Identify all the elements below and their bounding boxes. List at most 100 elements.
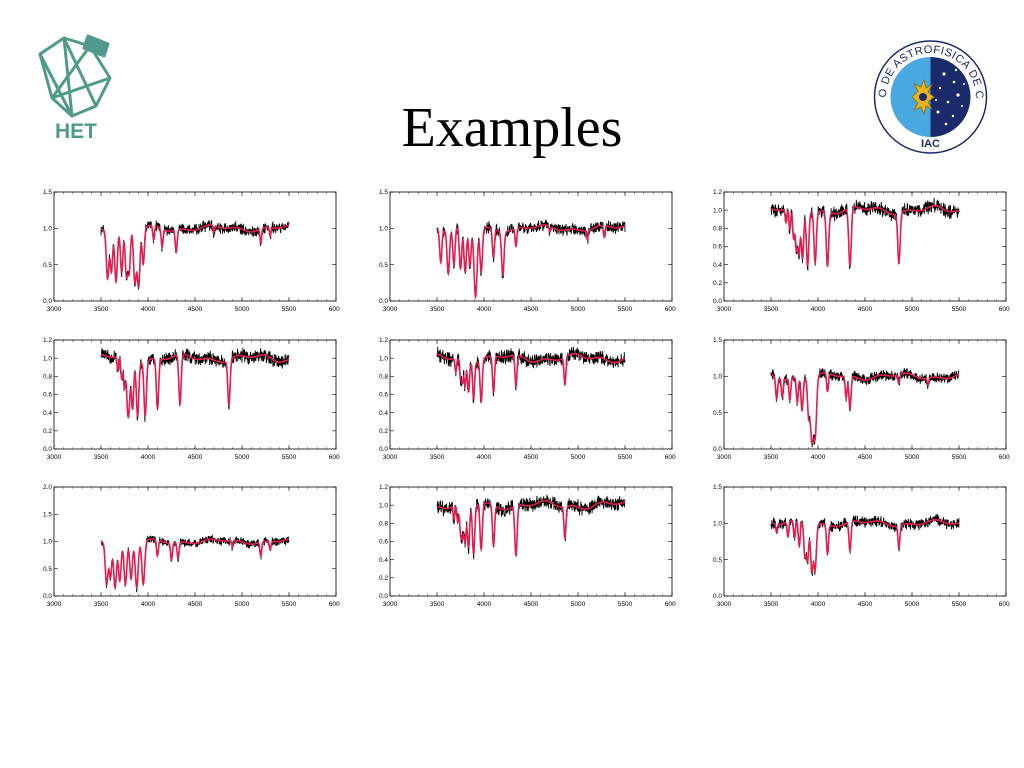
y-tick-label: 0.8 bbox=[43, 374, 52, 381]
model-spectrum-line bbox=[100, 538, 290, 591]
x-tick-label: 5500 bbox=[952, 454, 967, 461]
model-spectrum-line bbox=[101, 353, 290, 420]
y-tick-label: 0.0 bbox=[379, 593, 388, 600]
x-tick-label: 3500 bbox=[764, 601, 779, 608]
x-tick-label: 4000 bbox=[477, 601, 492, 608]
y-tick-label: 0.0 bbox=[713, 446, 722, 453]
x-tick-label: 4000 bbox=[141, 454, 156, 461]
x-tick-label: 4500 bbox=[858, 454, 873, 461]
x-tick-label: 5000 bbox=[571, 306, 586, 313]
observed-spectrum-line bbox=[770, 197, 960, 271]
y-tick-label: 0.2 bbox=[379, 575, 388, 582]
x-tick-label: 4000 bbox=[811, 601, 826, 608]
x-tick-label: 5500 bbox=[952, 306, 967, 313]
x-tick-label: 3000 bbox=[717, 306, 732, 313]
x-tick-label: 4000 bbox=[141, 601, 156, 608]
x-tick-label: 3000 bbox=[717, 601, 732, 608]
x-tick-label: 4000 bbox=[477, 454, 492, 461]
y-tick-label: 0.4 bbox=[713, 262, 722, 269]
x-tick-label: 4500 bbox=[188, 454, 203, 461]
x-tick-label: 4000 bbox=[141, 306, 156, 313]
x-tick-label: 4500 bbox=[524, 601, 539, 608]
x-tick-label: 3500 bbox=[430, 601, 445, 608]
model-spectrum-line bbox=[771, 518, 959, 574]
plot-frame bbox=[389, 339, 673, 450]
y-tick-label: 1.0 bbox=[379, 502, 388, 509]
y-tick-label: 1.2 bbox=[379, 484, 388, 491]
y-tick-label: 0.2 bbox=[379, 428, 388, 435]
y-tick-label: 1.0 bbox=[43, 355, 52, 362]
model-spectrum-line bbox=[770, 372, 960, 446]
y-tick-label: 0.5 bbox=[713, 410, 722, 417]
y-tick-label: 1.2 bbox=[43, 337, 52, 344]
x-tick-label: 5000 bbox=[905, 601, 920, 608]
y-tick-label: 1.5 bbox=[379, 189, 388, 196]
y-tick-label: 0.0 bbox=[43, 298, 52, 305]
model-spectrum-line bbox=[771, 204, 959, 268]
het-telescope-icon bbox=[38, 34, 112, 118]
model-spectrum-line bbox=[436, 499, 626, 556]
y-tick-label: 1.2 bbox=[379, 337, 388, 344]
y-tick-label: 0.0 bbox=[43, 446, 52, 453]
slide-title: Examples bbox=[401, 97, 623, 159]
model-spectrum-line bbox=[436, 224, 625, 300]
x-tick-label: 5500 bbox=[952, 601, 967, 608]
y-tick-label: 0.8 bbox=[379, 521, 388, 528]
x-tick-label: 5000 bbox=[571, 601, 586, 608]
x-tick-label: 5500 bbox=[282, 601, 297, 608]
sun-icon bbox=[911, 78, 935, 116]
stars-icon bbox=[935, 68, 965, 126]
y-tick-label: 0.4 bbox=[379, 557, 388, 564]
x-tick-label: 5000 bbox=[571, 454, 586, 461]
y-tick-label: 0.5 bbox=[43, 566, 52, 573]
y-tick-label: 1.0 bbox=[379, 226, 388, 233]
y-tick-label: 1.0 bbox=[713, 521, 722, 528]
het-logo: HET bbox=[30, 32, 122, 150]
iac-sky-left bbox=[890, 57, 931, 137]
x-tick-label: 4500 bbox=[188, 306, 203, 313]
x-tick-label: 5500 bbox=[618, 454, 633, 461]
plot-frame bbox=[389, 191, 673, 302]
x-tick-label: 4500 bbox=[524, 306, 539, 313]
x-tick-label: 4000 bbox=[811, 306, 826, 313]
x-tick-label: 5000 bbox=[235, 306, 250, 313]
model-spectrum-line bbox=[436, 352, 626, 405]
x-tick-label: 4000 bbox=[477, 306, 492, 313]
y-tick-label: 1.5 bbox=[43, 511, 52, 518]
iac-sky-right bbox=[930, 57, 971, 137]
x-tick-label: 3500 bbox=[430, 454, 445, 461]
x-tick-label: 5500 bbox=[618, 306, 633, 313]
y-tick-label: 1.2 bbox=[713, 189, 722, 196]
x-tick-label: 3500 bbox=[94, 454, 109, 461]
x-tick-label: 3000 bbox=[717, 454, 732, 461]
x-tick-label: 5000 bbox=[235, 454, 250, 461]
y-tick-label: 0.6 bbox=[379, 392, 388, 399]
y-tick-label: 1.0 bbox=[713, 207, 722, 214]
iac-logo: INSTITUTO DE ASTROFISICA DE CANARIAS IAC bbox=[864, 31, 993, 155]
y-tick-label: 0.0 bbox=[379, 446, 388, 453]
x-tick-label: 3000 bbox=[47, 306, 62, 313]
y-tick-label: 0.5 bbox=[379, 262, 388, 269]
y-tick-label: 0.0 bbox=[713, 593, 722, 600]
y-tick-label: 1.0 bbox=[379, 355, 388, 362]
plot-frame bbox=[723, 339, 1007, 450]
